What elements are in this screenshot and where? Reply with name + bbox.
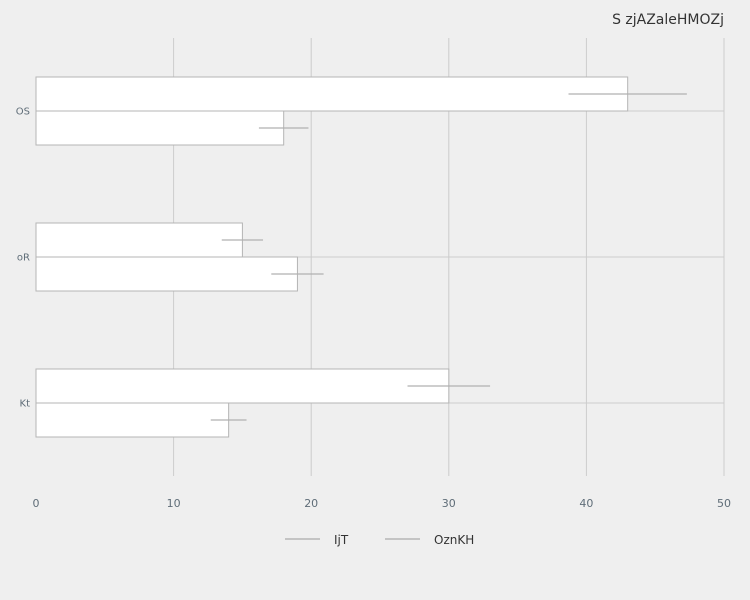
y-tick-label: Kt (20, 399, 31, 410)
y-tick-label: oR (17, 253, 30, 264)
x-tick-label: 10 (167, 497, 181, 510)
legend-label: IjT (334, 533, 349, 547)
legend-label: OznKH (434, 533, 474, 547)
bar (35, 368, 450, 404)
bar (35, 222, 243, 258)
x-tick-label: 40 (579, 497, 593, 510)
x-tick-label: 20 (304, 497, 318, 510)
bar (35, 402, 230, 438)
x-tick-label: 0 (33, 497, 40, 510)
bar (35, 76, 629, 112)
x-tick-label: 30 (442, 497, 456, 510)
y-tick-label: OS (16, 107, 30, 118)
bar (35, 110, 285, 146)
chart-title: S zjAZaleHMOZj (612, 12, 724, 28)
x-tick-label: 50 (717, 497, 731, 510)
bar (35, 256, 298, 292)
